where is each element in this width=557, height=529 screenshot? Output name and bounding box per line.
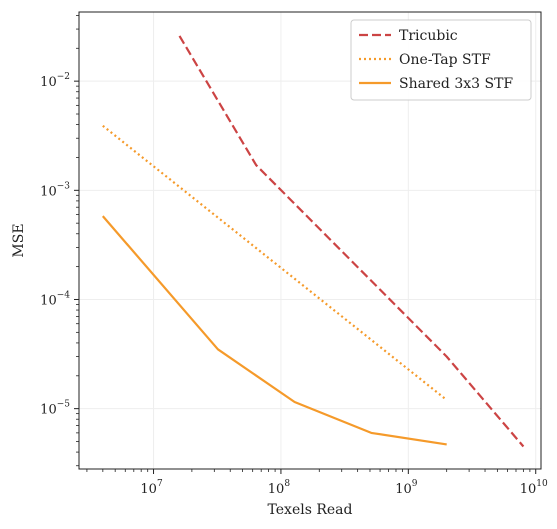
x-tick-label: 109 — [395, 479, 418, 497]
series-line-one-tap-stf — [102, 124, 448, 401]
y-tick-label: 10−5 — [40, 400, 70, 418]
y-tick-label: 10−2 — [40, 72, 70, 90]
legend-entry-label: Tricubic — [399, 28, 458, 44]
y-tick-label: 10−3 — [40, 181, 70, 199]
legend: Tricubic One-Tap STF Shared 3x3 STF — [350, 19, 532, 101]
x-tick-label: 1010 — [520, 479, 548, 497]
series-line-shared-3x3-stf — [101, 215, 447, 446]
legend-entry-label: One-Tap STF — [399, 52, 491, 68]
x-tick-label: 108 — [268, 479, 291, 497]
plot-frame — [78, 11, 542, 470]
y-tick-label: 10−4 — [40, 290, 70, 308]
x-tick-label: 107 — [140, 479, 163, 497]
axis-ticks: 10−2 10−3 10−4 10−5 107 108 109 1010 — [40, 15, 548, 497]
y-axis-label: MSE — [11, 223, 27, 257]
series-lines — [101, 35, 525, 448]
legend-entry-label: Shared 3x3 STF — [399, 76, 513, 92]
x-axis-label: Texels Read — [268, 502, 353, 518]
legend-box — [350, 19, 532, 101]
